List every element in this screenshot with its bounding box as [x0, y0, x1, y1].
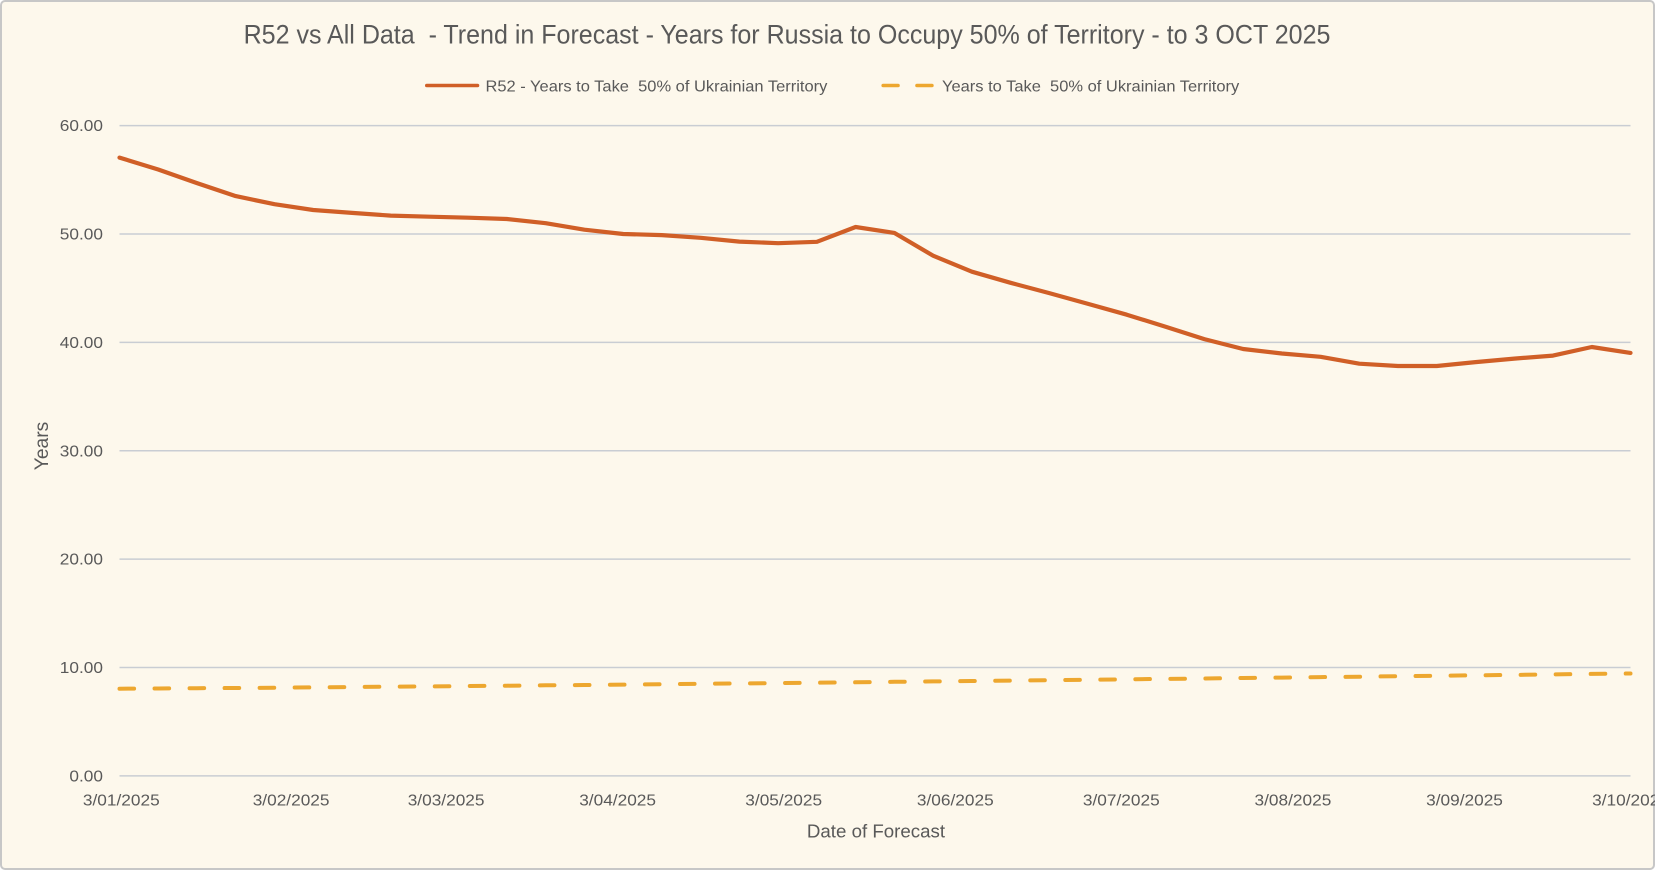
svg-text:40.00: 40.00 [60, 334, 103, 352]
svg-text:3/08/2025: 3/08/2025 [1254, 791, 1331, 809]
svg-text:3/09/2025: 3/09/2025 [1426, 791, 1503, 809]
svg-text:20.00: 20.00 [60, 550, 103, 568]
svg-text:R52 - Years to Take 50% of Uk: R52 - Years to Take 50% of Ukrainian Ter… [486, 78, 829, 96]
svg-text:Years to Take 50% of Ukrainia: Years to Take 50% of Ukrainian Territory [942, 78, 1240, 96]
svg-text:3/10/2025: 3/10/2025 [1592, 791, 1655, 809]
svg-text:30.00: 30.00 [60, 442, 103, 460]
svg-text:Years: Years [32, 422, 53, 470]
svg-text:0.00: 0.00 [69, 767, 103, 785]
svg-text:Date of Forecast: Date of Forecast [807, 821, 946, 842]
svg-text:3/03/2025: 3/03/2025 [408, 791, 485, 809]
svg-text:50.00: 50.00 [60, 225, 103, 243]
svg-text:3/02/2025: 3/02/2025 [253, 791, 330, 809]
svg-text:3/04/2025: 3/04/2025 [579, 791, 656, 809]
svg-text:10.00: 10.00 [60, 659, 103, 677]
svg-text:3/05/2025: 3/05/2025 [745, 791, 822, 809]
svg-text:3/07/2025: 3/07/2025 [1083, 791, 1160, 809]
svg-text:R52 vs All Data - Trend in Fo: R52 vs All Data - Trend in Forecast - Ye… [244, 21, 1331, 50]
svg-text:3/01/2025: 3/01/2025 [83, 791, 160, 809]
svg-text:3/06/2025: 3/06/2025 [917, 791, 994, 809]
svg-text:60.00: 60.00 [60, 117, 103, 135]
